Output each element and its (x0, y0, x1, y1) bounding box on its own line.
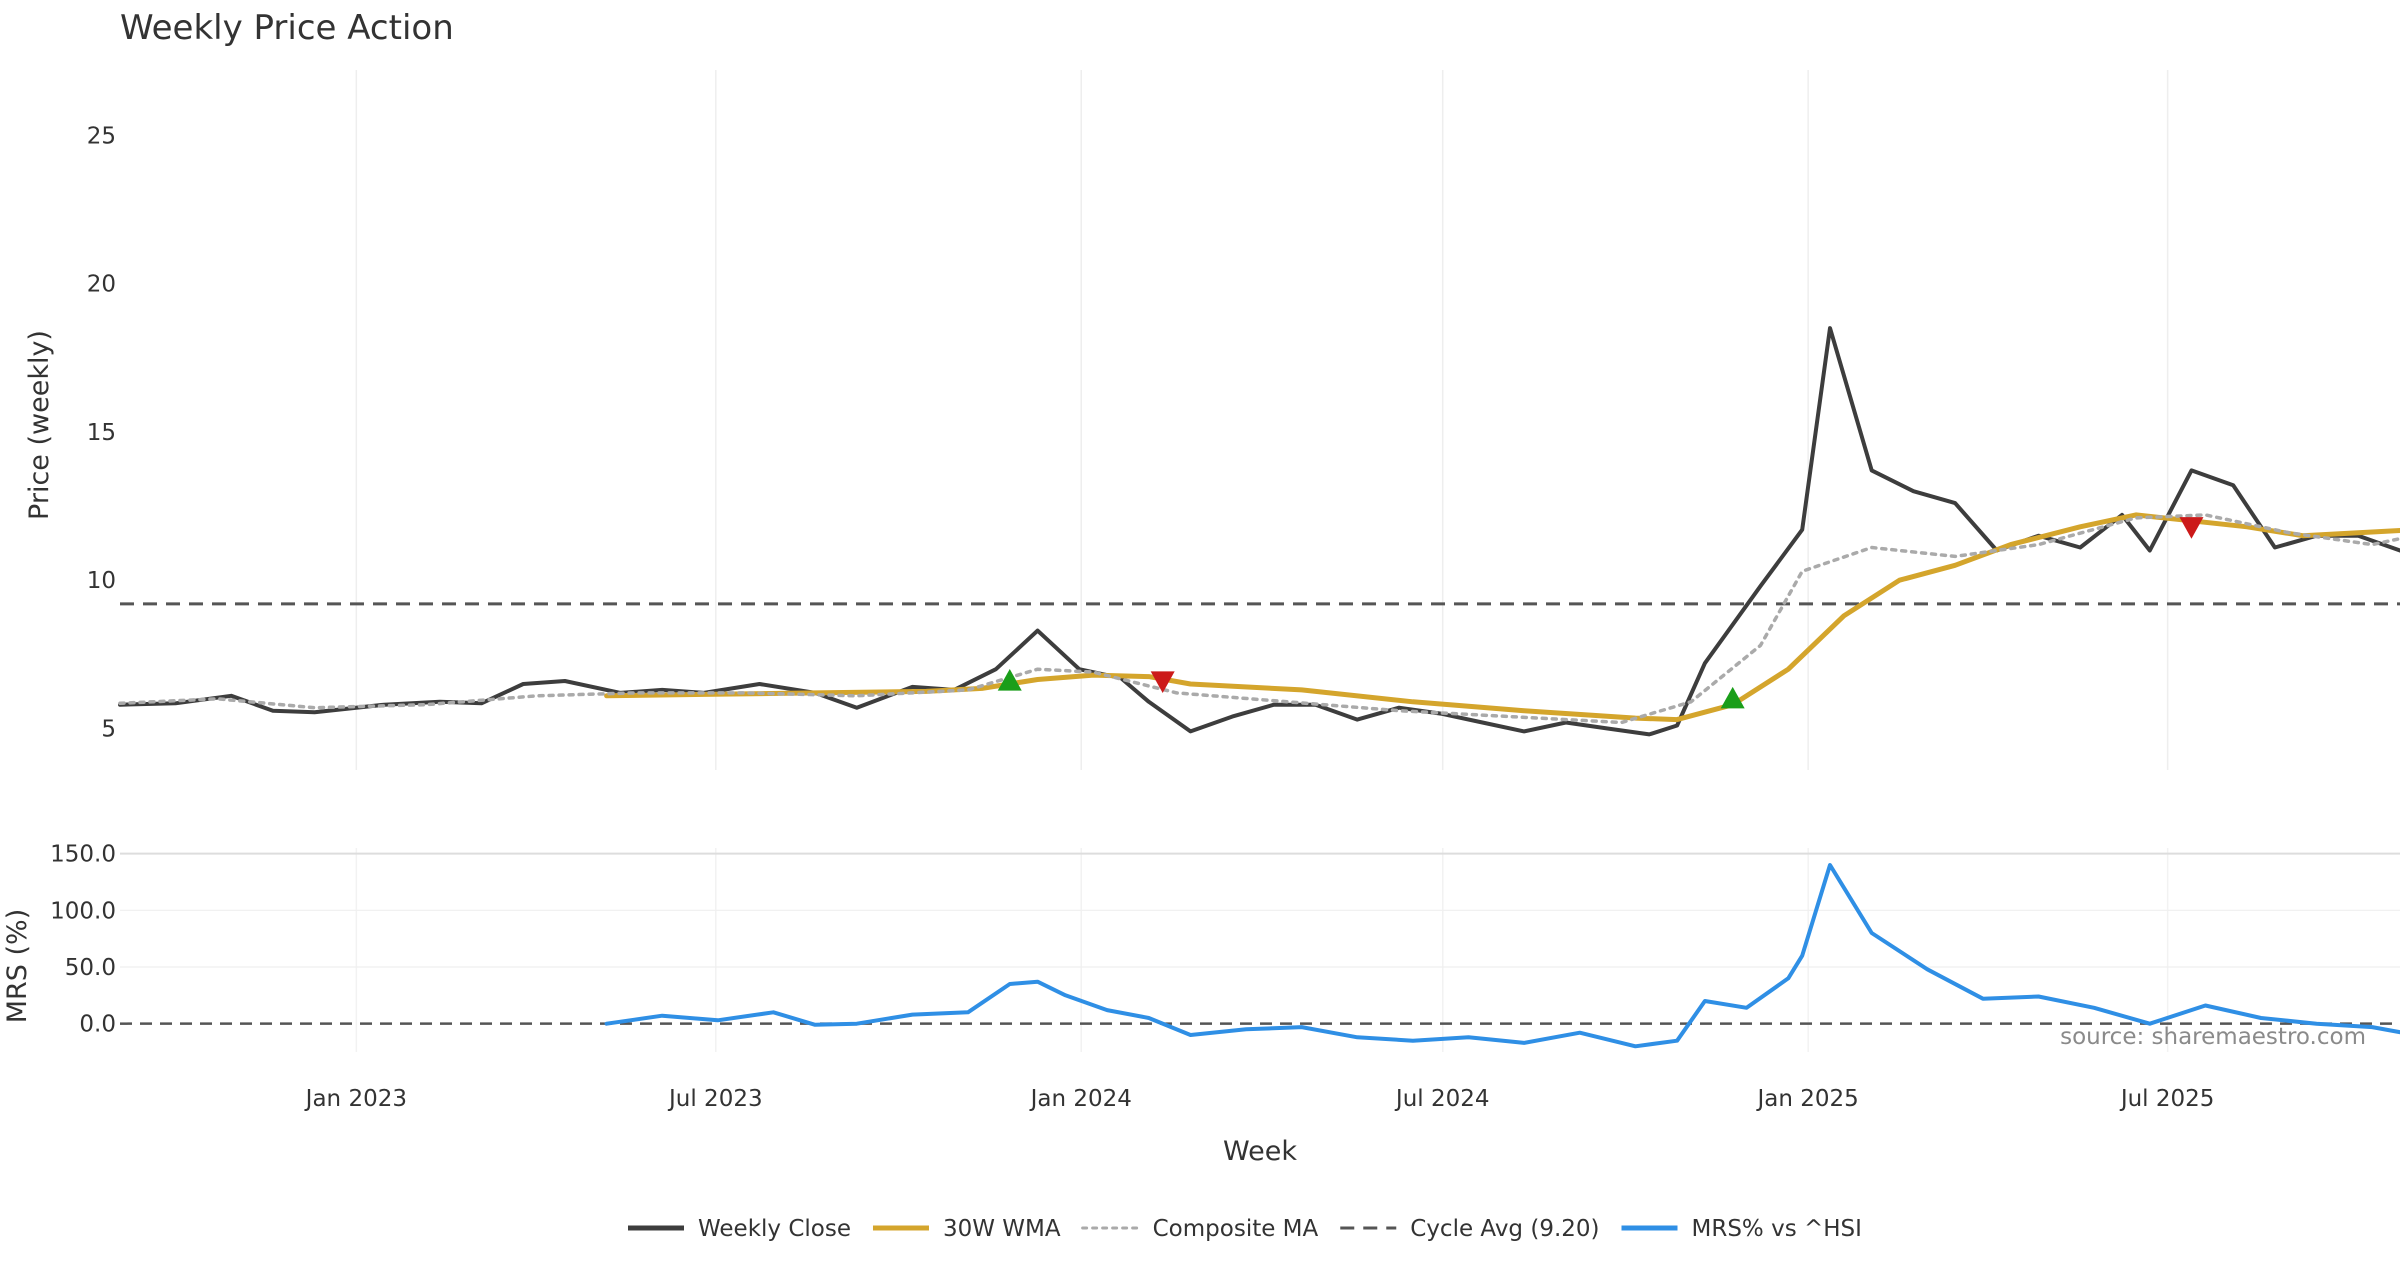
series-line-composite-ma (118, 513, 2400, 725)
price-y-tick-label: 20 (87, 272, 116, 298)
series-layer (118, 326, 2400, 1049)
chart-title: Weekly Price Action (120, 8, 454, 48)
mrs-y-tick-label: 50.0 (65, 955, 116, 981)
buy-signal-marker (1720, 686, 1745, 709)
legend-label-mrs-vs-hsi: MRS% vs ^HSI (1692, 1216, 1862, 1242)
price-y-tick-label: 25 (87, 123, 116, 149)
price-y-tick-label: 15 (87, 420, 116, 446)
price-gridlines (355, 70, 2169, 770)
buy-signal-marker (997, 669, 1022, 691)
mrs-y-tick-label: 100.0 (50, 898, 116, 924)
x-tick-label: Jan 2023 (304, 1086, 407, 1112)
x-tick-label: Jul 2024 (1394, 1086, 1490, 1112)
legend-label-cycle-avg-9-20: Cycle Avg (9.20) (1410, 1216, 1599, 1242)
mrs-y-tick-label: 0.0 (79, 1012, 116, 1038)
x-tick-label: Jul 2025 (2119, 1086, 2215, 1112)
legend-label-composite-ma: Composite MA (1153, 1216, 1319, 1242)
legend: Weekly Close 30W WMA Composite MA Cycle Avg… (628, 1216, 1862, 1242)
axis-labels: Jan 2023 Jul 2023 Jan 2024 Jul 2024 Jan 2025… (50, 123, 2214, 1112)
x-axis-label: Week (1223, 1136, 1297, 1167)
mrs-gridlines (120, 848, 2400, 1052)
x-tick-label: Jan 2024 (1029, 1086, 1132, 1112)
source-note: source: sharemaestro.com (2060, 1024, 2366, 1050)
signal-markers (997, 517, 2204, 709)
mrs-y-tick-label: 150.0 (50, 842, 116, 868)
series-line-30w-wma (604, 512, 2400, 723)
price-y-tick-label: 10 (87, 568, 116, 594)
price-y-axis-label: Price (weekly) (24, 330, 55, 520)
price-y-tick-label: 5 (101, 716, 116, 742)
sell-signal-marker (1150, 671, 1175, 694)
mrs-y-axis-label: MRS (%) (2, 909, 33, 1024)
legend-label-30w-wma: 30W WMA (943, 1216, 1061, 1242)
x-tick-label: Jan 2025 (1755, 1086, 1858, 1112)
legend-label-weekly-close: Weekly Close (698, 1216, 851, 1242)
sell-signal-marker (2179, 517, 2204, 539)
series-line-weekly-close (118, 326, 2400, 737)
series-line-mrs-vs-hsi (604, 863, 2400, 1049)
x-tick-label: Jul 2023 (667, 1086, 763, 1112)
